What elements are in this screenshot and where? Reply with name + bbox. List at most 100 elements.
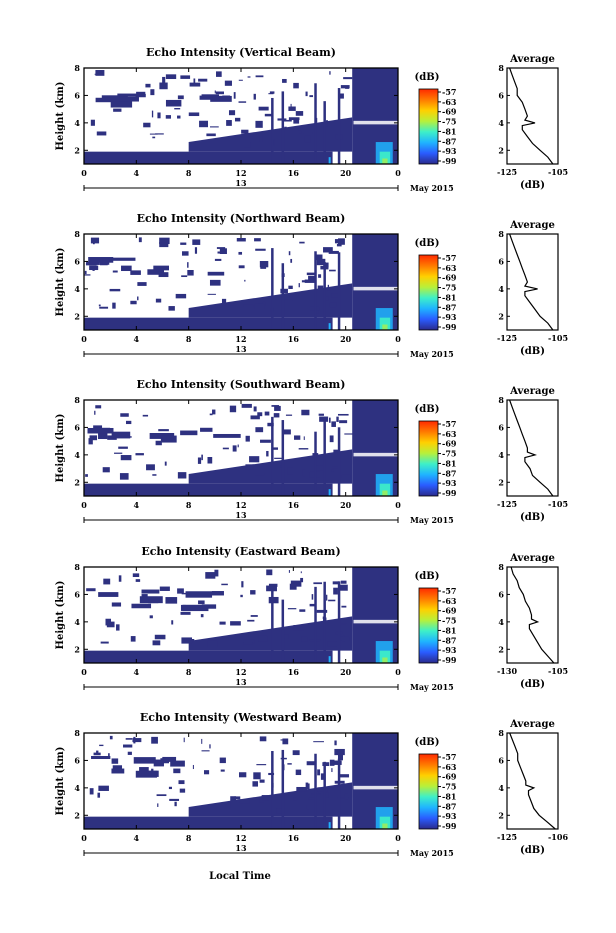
avg-x-label: (dB) xyxy=(520,346,545,357)
colorbar-tick-label: -93 xyxy=(442,146,457,156)
avg-y-tick-label: 6 xyxy=(498,589,504,599)
x-tick-label: 0 xyxy=(81,833,87,843)
echo-heatmap xyxy=(84,733,398,829)
x-tick-label: 4 xyxy=(134,833,140,843)
date-label: 13 xyxy=(235,677,247,687)
y-axis-label: Height (km) xyxy=(55,82,66,151)
colorbar-tick-label: -93 xyxy=(442,312,457,322)
colorbar-tick-label: -75 xyxy=(442,117,456,127)
y-tick-label: 4 xyxy=(74,118,80,128)
y-tick-label: 8 xyxy=(74,395,80,405)
date-suffix: May 2015 xyxy=(410,848,454,858)
x-tick-label: 0 xyxy=(395,334,401,344)
colorbar-tick-label: -81 xyxy=(442,292,456,302)
avg-x-tick-label: -125 xyxy=(497,167,517,177)
y-axis-label: Height (km) xyxy=(55,581,66,650)
avg-y-tick-label: 6 xyxy=(498,256,504,266)
avg-x-tick-label: -125 xyxy=(497,832,517,842)
avg-y-tick-label: 4 xyxy=(498,284,504,294)
colorbar-tick-label: -63 xyxy=(442,263,457,273)
x-tick-label: 20 xyxy=(340,334,352,344)
avg-y-tick-label: 2 xyxy=(498,477,504,487)
avg-y-tick-label: 4 xyxy=(498,118,504,128)
bright-band xyxy=(353,452,398,457)
colorbar-tick-label: -63 xyxy=(442,429,457,439)
avg-y-tick-label: 8 xyxy=(498,63,504,73)
y-tick-label: 4 xyxy=(74,450,80,460)
colorbar xyxy=(418,420,439,497)
colorbar-tick-label: -69 xyxy=(442,439,457,449)
echo-heatmap xyxy=(84,68,398,164)
colorbar-unit: (dB) xyxy=(415,238,440,249)
bright-band xyxy=(353,785,398,790)
y-tick-label: 6 xyxy=(74,90,80,100)
x-tick-label: 16 xyxy=(288,667,300,677)
x-tick-label: 8 xyxy=(186,500,192,510)
avg-x-tick-label: -130 xyxy=(497,666,517,676)
colorbar-tick-label: -75 xyxy=(442,449,456,459)
x-tick-label: 4 xyxy=(134,667,140,677)
avg-x-label: (dB) xyxy=(520,679,545,690)
date-label: 13 xyxy=(235,510,247,520)
panel-title: Echo Intensity (Southward Beam) xyxy=(137,378,346,391)
avg-x-tick-label: -125 xyxy=(497,333,517,343)
date-label: 13 xyxy=(235,178,247,188)
y-tick-label: 2 xyxy=(74,810,80,820)
y-tick-label: 8 xyxy=(74,728,80,738)
colorbar-tick-label: -93 xyxy=(442,811,457,821)
colorbar-unit: (dB) xyxy=(415,571,440,582)
x-tick-label: 8 xyxy=(186,667,192,677)
colorbar xyxy=(418,88,439,165)
panel-2: Echo Intensity (Southward Beam) 8 6 4 2 Heigh… xyxy=(55,378,568,525)
echo-heatmap xyxy=(84,400,398,496)
avg-x-label: (dB) xyxy=(520,512,545,523)
avg-x-tick-label: -105 xyxy=(548,666,568,676)
date-suffix: May 2015 xyxy=(410,349,454,359)
x-tick-label: 12 xyxy=(235,500,246,510)
avg-frame xyxy=(506,732,559,830)
avg-y-tick-label: 2 xyxy=(498,311,504,321)
avg-x-tick-label: -106 xyxy=(548,832,568,842)
colorbar-tick-label: -93 xyxy=(442,645,457,655)
y-tick-label: 2 xyxy=(74,644,80,654)
avg-y-tick-label: 8 xyxy=(498,229,504,239)
avg-title: Average xyxy=(509,719,555,730)
x-tick-label: 4 xyxy=(134,500,140,510)
y-tick-label: 4 xyxy=(74,284,80,294)
avg-x-label: (dB) xyxy=(520,180,545,191)
avg-title: Average xyxy=(509,553,555,564)
colorbar-tick-label: -57 xyxy=(442,253,456,263)
colorbar-tick-label: -87 xyxy=(442,801,456,811)
y-tick-label: 6 xyxy=(74,755,80,765)
y-tick-label: 6 xyxy=(74,256,80,266)
date-suffix: May 2015 xyxy=(410,682,454,692)
y-tick-label: 2 xyxy=(74,311,80,321)
y-tick-label: 6 xyxy=(74,422,80,432)
echo-band xyxy=(84,650,333,663)
colorbar-tick-label: -69 xyxy=(442,107,457,117)
avg-y-tick-label: 2 xyxy=(498,810,504,820)
x-tick-label: 16 xyxy=(288,334,300,344)
y-axis-label: Height (km) xyxy=(55,248,66,317)
x-tick-label: 0 xyxy=(81,500,87,510)
colorbar-tick-label: -99 xyxy=(442,655,457,665)
colorbar-tick-label: -69 xyxy=(442,273,457,283)
avg-y-tick-label: 6 xyxy=(498,422,504,432)
x-tick-label: 20 xyxy=(340,500,352,510)
colorbar-unit: (dB) xyxy=(415,737,440,748)
colorbar-unit: (dB) xyxy=(415,72,440,83)
avg-y-tick-label: 2 xyxy=(498,145,504,155)
colorbar-tick-label: -81 xyxy=(442,126,456,136)
colorbar-unit: (dB) xyxy=(415,404,440,415)
x-tick-label: 12 xyxy=(235,334,246,344)
colorbar-tick-label: -93 xyxy=(442,478,457,488)
colorbar-tick-label: -57 xyxy=(442,87,456,97)
bright-band xyxy=(353,120,398,125)
avg-frame xyxy=(506,233,559,331)
avg-frame xyxy=(506,399,559,497)
avg-y-tick-label: 4 xyxy=(498,783,504,793)
x-tick-label: 20 xyxy=(340,168,352,178)
colorbar-tick-label: -81 xyxy=(442,458,456,468)
colorbar-tick-label: -99 xyxy=(442,488,457,498)
colorbar-tick-label: -63 xyxy=(442,596,457,606)
